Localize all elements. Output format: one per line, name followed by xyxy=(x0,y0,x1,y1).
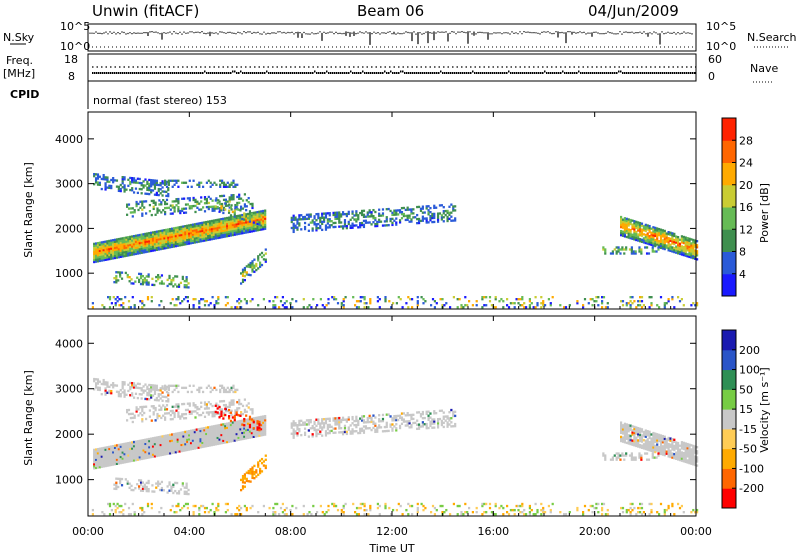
colorbar-tick-label: 50 xyxy=(739,383,753,396)
y-tick-label: 2000 xyxy=(55,428,83,441)
colorbar-tick-label: 20 xyxy=(739,179,753,192)
colorbar-swatch xyxy=(722,162,736,186)
nsky-tick-top: 10^5 xyxy=(60,20,90,33)
colorbar-swatch xyxy=(722,488,736,509)
y-tick-label: 4000 xyxy=(55,337,83,350)
y-tick-label: 1000 xyxy=(55,267,83,280)
colorbar-swatch xyxy=(722,118,736,141)
cpid-value: normal (fast stereo) 153 xyxy=(93,94,227,107)
nave-tick-bottom: 0 xyxy=(708,70,715,83)
nsky-label: N.Sky xyxy=(3,31,35,44)
colorbar-swatch xyxy=(722,369,736,390)
colorbar-swatch xyxy=(722,229,736,252)
x-tick-label: 00:00 xyxy=(680,525,712,538)
x-tick-label: 16:00 xyxy=(477,525,509,538)
colorbar-swatch xyxy=(722,184,736,208)
x-tick-label: 00:00 xyxy=(72,525,104,538)
velocity-data xyxy=(91,377,699,516)
colorbar-tick-label: 16 xyxy=(739,201,753,214)
freq-tick-bottom: 8 xyxy=(68,70,75,83)
x-tick-label: 12:00 xyxy=(376,525,408,538)
power-data xyxy=(91,172,699,309)
freq-panel-frame xyxy=(87,53,697,82)
power-yticks: 4000 3000 2000 1000 xyxy=(55,133,696,280)
nave-tick-top: 60 xyxy=(708,53,722,66)
velocity-colorbar: 200 100 50 15 -15 -50 -100 -200 xyxy=(721,329,764,509)
colorbar-swatch xyxy=(722,273,736,297)
y-tick-label: 4000 xyxy=(55,133,83,146)
date-title: 04/Jun/2009 xyxy=(588,2,679,20)
freq-series xyxy=(92,66,696,74)
nsky-tick-bottom: 10^0 xyxy=(60,40,90,53)
y-tick-label: 3000 xyxy=(55,383,83,396)
cpid-label: CPID xyxy=(10,88,39,101)
x-tick-label: 04:00 xyxy=(173,525,205,538)
power-colorbar: 28 24 20 16 12 8 4 xyxy=(721,117,753,297)
power-ylabel: Slant Range [km] xyxy=(22,162,35,258)
colorbar-tick-label: 15 xyxy=(739,403,753,416)
colorbar-swatch xyxy=(722,448,736,469)
colorbar-tick-label: 8 xyxy=(739,246,746,259)
colorbar-swatch xyxy=(722,330,736,351)
nsky-right-tick-top: 10^5 xyxy=(706,20,736,33)
velocity-colorbar-label: Velocity [m s⁻¹] xyxy=(758,367,771,452)
colorbar-tick-label: -100 xyxy=(739,462,764,475)
colorbar-swatch xyxy=(722,428,736,450)
colorbar-tick-label: 28 xyxy=(739,134,753,147)
velocity-yticks: 4000 3000 2000 1000 xyxy=(55,337,696,487)
y-tick-label: 2000 xyxy=(55,222,83,235)
nsearch-label: N.Search xyxy=(747,31,797,44)
colorbar-swatch xyxy=(722,251,736,275)
x-axis-ticks: 00:00 04:00 08:00 12:00 16:00 20:00 00:00 xyxy=(72,112,712,538)
x-axis-label: Time UT xyxy=(368,542,414,554)
x-tick-label: 08:00 xyxy=(275,525,307,538)
colorbar-tick-label: 100 xyxy=(739,364,760,377)
station-title: Unwin (fitACF) xyxy=(92,2,199,20)
power-colorbar-label: Power [dB] xyxy=(758,183,771,243)
nsky-right-tick-bottom: 10^0 xyxy=(706,40,736,53)
freq-label: Freq. xyxy=(6,54,33,67)
colorbar-swatch xyxy=(722,468,736,489)
freq-tick-top: 18 xyxy=(64,53,78,66)
colorbar-tick-label: -50 xyxy=(739,443,757,456)
nsky-series xyxy=(89,31,696,48)
colorbar-swatch xyxy=(722,349,736,371)
velocity-ylabel: Slant Range [km] xyxy=(22,370,35,466)
colorbar-swatch xyxy=(722,140,736,163)
colorbar-tick-label: -15 xyxy=(739,423,757,436)
colorbar-tick-label: 200 xyxy=(739,344,760,357)
nave-label: Nave xyxy=(750,62,778,75)
colorbar-swatch xyxy=(722,207,736,230)
freq-unit: [MHz] xyxy=(3,67,35,80)
y-tick-label: 1000 xyxy=(55,474,83,487)
colorbar-swatch xyxy=(722,409,736,430)
beam-title: Beam 06 xyxy=(357,2,424,20)
x-tick-label: 20:00 xyxy=(579,525,611,538)
colorbar-swatch xyxy=(722,389,736,410)
y-tick-label: 3000 xyxy=(55,178,83,191)
nsky-panel-frame xyxy=(87,23,697,52)
colorbar-tick-label: 24 xyxy=(739,157,753,170)
colorbar-tick-label: -200 xyxy=(739,482,764,495)
colorbar-tick-label: 4 xyxy=(739,268,746,281)
colorbar-tick-label: 12 xyxy=(739,223,753,236)
